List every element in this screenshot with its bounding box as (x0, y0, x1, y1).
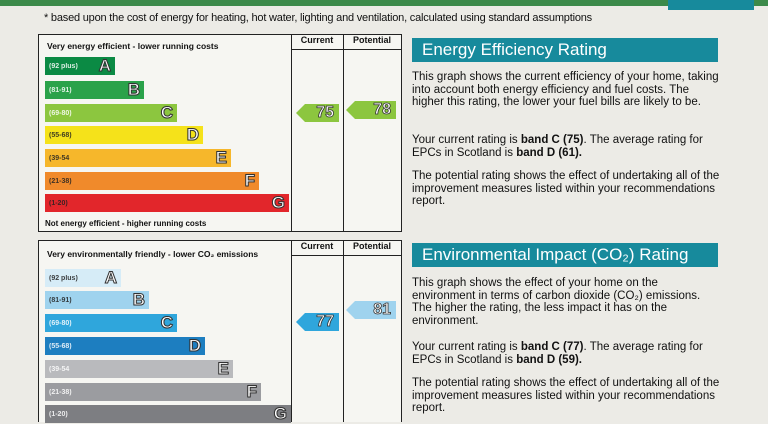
band-letter: B (132, 290, 145, 310)
text-bold: band C (75) (520, 134, 584, 146)
text: Your current rating is (412, 134, 521, 146)
band-range: (69-80) (49, 109, 72, 117)
potential-column-divider (343, 35, 344, 231)
env-paragraph-2: Your current rating is band C (77). The … (412, 341, 722, 366)
env-band-b: (81-91) B (45, 290, 149, 310)
footnote: * based upon the cost of energy for heat… (44, 12, 592, 24)
text: . The average rating for EPCs in Scotlan… (412, 341, 703, 366)
band-range: (92 plus) (49, 274, 78, 282)
band-letter: F (246, 382, 257, 402)
env-band-g: (1-20) G (45, 404, 291, 424)
energy-band-g: (1-20) G (45, 193, 289, 213)
chart-top-label: Very environmentally friendly - lower CO… (47, 249, 259, 259)
band-range: (55-68) (49, 131, 72, 139)
energy-band-c: (69-80) C (45, 103, 177, 123)
potential-column-divider (343, 241, 344, 422)
band-letter: C (160, 103, 173, 123)
band-range: (21-38) (49, 388, 72, 396)
energy-paragraph-1: This graph shows the current efficiency … (412, 71, 719, 108)
energy-band-d: (55-68) D (45, 125, 203, 145)
band-letter: F (244, 171, 255, 191)
band-range: (21-38) (49, 177, 72, 185)
energy-efficiency-chart: Current Potential Very energy efficient … (38, 34, 402, 232)
band-range: (1-20) (49, 410, 68, 418)
current-column-divider (291, 35, 292, 231)
band-letter: G (273, 404, 287, 424)
env-band-d: (55-68) D (45, 336, 205, 356)
band-letter: E (215, 148, 227, 168)
band-letter: A (98, 56, 111, 76)
band-range: (39-54 (49, 365, 70, 373)
current-column-divider (291, 241, 292, 422)
energy-band-a: (92 plus) A (45, 56, 115, 76)
band-range: (92 plus) (49, 62, 78, 70)
current-column-header: Current (291, 35, 343, 50)
potential-column-header: Potential (343, 35, 401, 50)
band-letter: A (104, 268, 117, 288)
band-letter: E (217, 359, 229, 379)
top-tab (668, 0, 754, 10)
energy-efficiency-title: Energy Efficiency Rating (412, 38, 718, 62)
energy-band-f: (21-38) F (45, 171, 259, 191)
text-bold: band C (77) (520, 341, 584, 353)
text: Your current rating is (412, 341, 521, 353)
current-column-header: Current (291, 241, 343, 256)
env-band-e: (39-54 E (45, 359, 233, 379)
band-letter: C (160, 313, 173, 333)
energy-band-e: (39-54 E (45, 148, 231, 168)
text-bold: band D (59). (516, 353, 582, 366)
text-bold: band D (61). (516, 146, 582, 159)
environmental-impact-chart: Current Potential Very environmentally f… (38, 240, 402, 424)
band-letter: B (127, 80, 140, 100)
band-letter: D (186, 125, 199, 145)
band-range: (81-91) (49, 296, 72, 304)
text: . The average rating for EPCs in Scotlan… (412, 134, 703, 159)
chart-top-label: Very energy efficient - lower running co… (47, 41, 219, 51)
environmental-impact-title: Environmental Impact (CO₂) Rating (412, 243, 718, 267)
current-rating-arrow: 77 (296, 313, 339, 331)
band-range: (81-91) (49, 86, 72, 94)
env-band-a: (92 plus) A (45, 268, 121, 288)
potential-column-header: Potential (343, 241, 401, 256)
chart-bottom-label: Not energy efficient - higher running co… (45, 219, 207, 228)
env-band-f: (21-38) F (45, 382, 261, 402)
potential-rating-arrow: 81 (346, 301, 396, 319)
energy-band-b: (81-91) B (45, 80, 144, 100)
potential-rating-arrow: 78 (346, 101, 396, 119)
band-range: (1-20) (49, 199, 68, 207)
env-band-c: (69-80) C (45, 313, 177, 333)
band-range: (55-68) (49, 342, 72, 350)
current-rating-arrow: 75 (296, 104, 339, 122)
energy-paragraph-3: The potential rating shows the effect of… (412, 170, 720, 207)
energy-paragraph-2: Your current rating is band C (75). The … (412, 134, 722, 159)
band-letter: G (271, 193, 285, 213)
env-paragraph-3: The potential rating shows the effect of… (412, 377, 720, 414)
band-range: (39-54 (49, 154, 70, 162)
env-paragraph-1: This graph shows the effect of your home… (412, 277, 701, 327)
top-color-strip (0, 0, 768, 10)
band-range: (69-80) (49, 319, 72, 327)
band-letter: D (188, 336, 201, 356)
